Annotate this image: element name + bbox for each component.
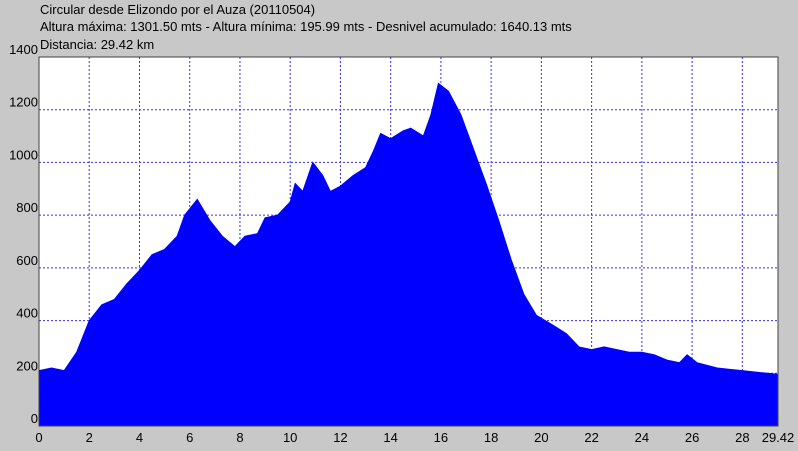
x-tick-label: 18 (484, 430, 498, 445)
x-tick-label: 28 (735, 430, 749, 445)
chart-title: Circular desde Elizondo por el Auza (201… (40, 2, 315, 17)
x-tick-label: 12 (333, 430, 347, 445)
x-tick-label: 16 (434, 430, 448, 445)
x-tick-label: 2 (86, 430, 93, 445)
chart-subtitle: Altura máxima: 1301.50 mts - Altura míni… (40, 19, 572, 34)
x-tick-label: 10 (283, 430, 297, 445)
x-tick-label: 6 (186, 430, 193, 445)
y-tick-label: 1000 (9, 147, 38, 162)
x-tick-label: 29.42 (762, 430, 795, 445)
x-tick-label: 24 (635, 430, 649, 445)
plot-border (38, 56, 779, 427)
y-tick-label: 1200 (9, 95, 38, 110)
x-tick-label: 20 (534, 430, 548, 445)
x-tick-label: 14 (383, 430, 397, 445)
x-tick-label: 26 (685, 430, 699, 445)
y-tick-label: 0 (31, 411, 38, 426)
x-tick-label: 4 (136, 430, 143, 445)
y-tick-label: 800 (16, 200, 38, 215)
x-tick-label: 22 (584, 430, 598, 445)
elevation-area (38, 82, 779, 427)
y-tick-label: 1400 (9, 42, 38, 57)
x-tick-label: 8 (236, 430, 243, 445)
x-tick-label: 0 (35, 430, 42, 445)
annotation: Distancia: 29.42 km (40, 37, 154, 52)
y-tick-label: 600 (16, 253, 38, 268)
y-tick-label: 400 (16, 306, 38, 321)
y-tick-label: 200 (16, 358, 38, 373)
